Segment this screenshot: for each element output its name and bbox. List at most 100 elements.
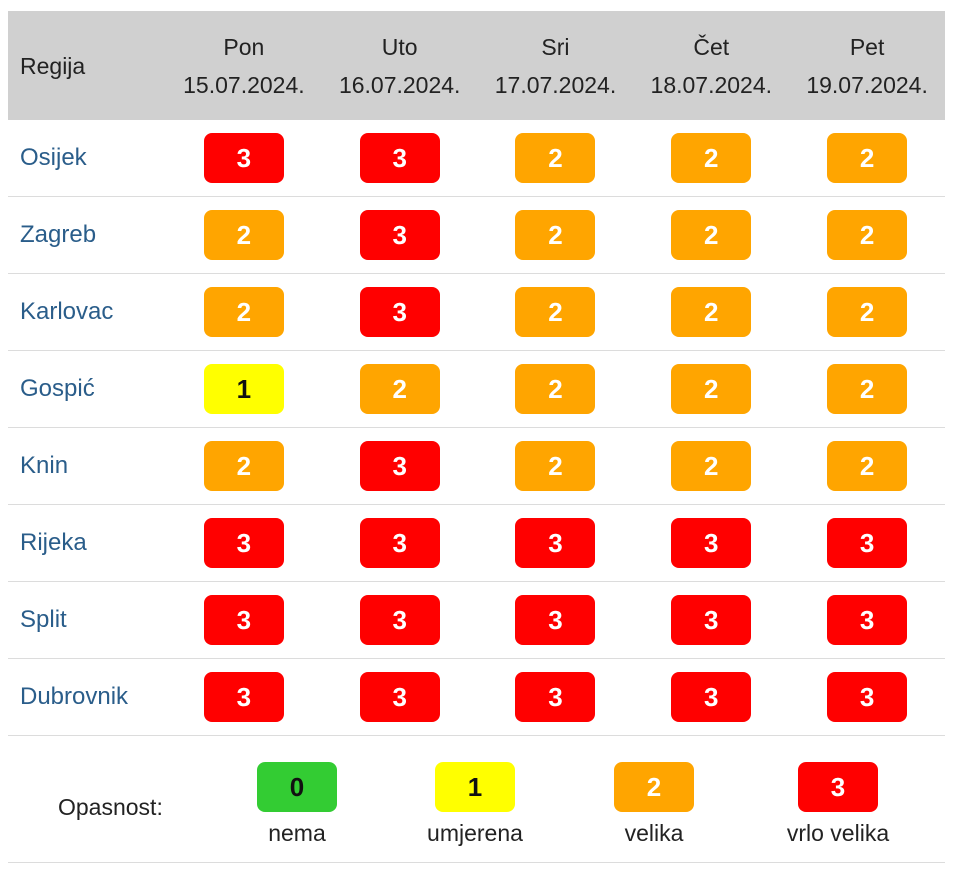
region-name[interactable]: Zagreb [8,196,166,274]
danger-cell: 3 [321,658,478,736]
danger-cell: 3 [789,658,945,736]
day-name: Čet [693,33,730,60]
danger-cell: 3 [321,504,478,582]
day-name: Pet [849,33,885,60]
region-name[interactable]: Dubrovnik [8,658,166,736]
danger-cell: 3 [477,581,634,659]
danger-legend: Opasnost: 0 nema 1 umjerena 2 velika 3 vrlo vel… [8,736,945,863]
danger-level-badge: 3 [203,672,284,722]
legend-badge: 2 [614,762,694,812]
table-row: Split 3 3 3 3 3 [8,581,945,659]
header-row: Regija Pon 15.07.2024. Uto 16.07.2024. Sri… [8,11,945,120]
danger-cell: 2 [789,427,945,505]
danger-level-badge: 3 [515,595,596,645]
day-header: Sri 17.07.2024. [477,11,634,120]
danger-level-badge: 3 [359,133,440,183]
danger-level-badge: 2 [359,364,440,414]
danger-cell: 3 [321,427,478,505]
danger-cell: 3 [477,658,634,736]
danger-level-badge: 2 [827,287,908,337]
region-header: Regija [8,11,166,120]
danger-level-badge: 2 [671,364,752,414]
danger-cell: 2 [789,350,945,428]
region-name[interactable]: Osijek [8,120,166,197]
danger-level-badge: 2 [515,287,596,337]
danger-cell: 3 [633,658,790,736]
day-date: 16.07.2024. [338,71,461,98]
danger-cell: 3 [789,581,945,659]
legend-text: nema [268,820,326,846]
legend-label: Opasnost: [58,794,163,820]
danger-level-badge: 3 [671,518,752,568]
danger-level-badge: 3 [359,210,440,260]
danger-cell: 3 [477,504,634,582]
legend-badge: 3 [798,762,878,812]
danger-level-badge: 3 [203,595,284,645]
danger-level-badge: 3 [827,518,908,568]
danger-cell: 3 [633,504,790,582]
danger-level-badge: 2 [515,441,596,491]
danger-level-badge: 2 [827,364,908,414]
region-name[interactable]: Gospić [8,350,166,428]
danger-cell: 3 [321,120,478,197]
danger-level-badge: 2 [515,133,596,183]
danger-level-badge: 2 [671,210,752,260]
danger-cell: 3 [789,504,945,582]
danger-cell: 2 [477,427,634,505]
danger-level-badge: 2 [515,210,596,260]
region-name[interactable]: Karlovac [8,273,166,351]
danger-level-badge: 2 [671,441,752,491]
region-name[interactable]: Split [8,581,166,659]
danger-cell: 3 [321,273,478,351]
danger-cell: 2 [477,273,634,351]
danger-level-badge: 3 [359,287,440,337]
danger-cell: 2 [166,196,322,274]
danger-cell: 3 [166,658,322,736]
danger-cell: 2 [166,273,322,351]
danger-cell: 1 [166,350,322,428]
danger-level-badge: 2 [203,210,284,260]
day-name: Sri [541,33,570,60]
danger-level-badge: 2 [671,287,752,337]
legend-item: 1 umjerena [395,762,555,847]
danger-level-badge: 2 [203,287,284,337]
danger-cell: 3 [633,581,790,659]
danger-level-badge: 3 [671,672,752,722]
day-date: 19.07.2024. [806,71,928,98]
danger-level-badge: 2 [827,133,908,183]
danger-level-badge: 3 [359,441,440,491]
legend-text: velika [624,820,684,846]
legend-item: 3 vrlo velika [758,762,918,847]
legend-text: umjerena [427,820,523,846]
day-name: Uto [381,33,418,60]
danger-cell: 2 [477,196,634,274]
danger-cell: 2 [633,273,790,351]
danger-level-badge: 3 [359,595,440,645]
day-header: Pet 19.07.2024. [789,11,945,120]
region-name[interactable]: Knin [8,427,166,505]
danger-cell: 2 [633,350,790,428]
table-row: Gospić 1 2 2 2 2 [8,350,945,428]
danger-level-badge: 3 [827,595,908,645]
danger-level-badge: 2 [827,210,908,260]
danger-level-badge: 3 [515,518,596,568]
day-header: Čet 18.07.2024. [633,11,790,120]
day-date: 15.07.2024. [183,71,305,98]
danger-level-badge: 1 [203,364,284,414]
danger-cell: 2 [633,196,790,274]
day-header: Uto 16.07.2024. [321,11,478,120]
danger-cell: 2 [633,427,790,505]
danger-cell: 3 [166,581,322,659]
danger-cell: 2 [477,120,634,197]
region-name[interactable]: Rijeka [8,504,166,582]
danger-cell: 3 [321,196,478,274]
table-row: Zagreb 2 3 2 2 2 [8,196,945,274]
danger-level-badge: 2 [203,441,284,491]
table-row: Karlovac 2 3 2 2 2 [8,273,945,351]
danger-level-badge: 3 [203,133,284,183]
legend-item: 0 nema [217,762,377,847]
legend-text: vrlo velika [786,820,890,846]
legend-badge: 0 [257,762,337,812]
danger-level-badge: 3 [515,672,596,722]
danger-level-badge: 3 [359,518,440,568]
